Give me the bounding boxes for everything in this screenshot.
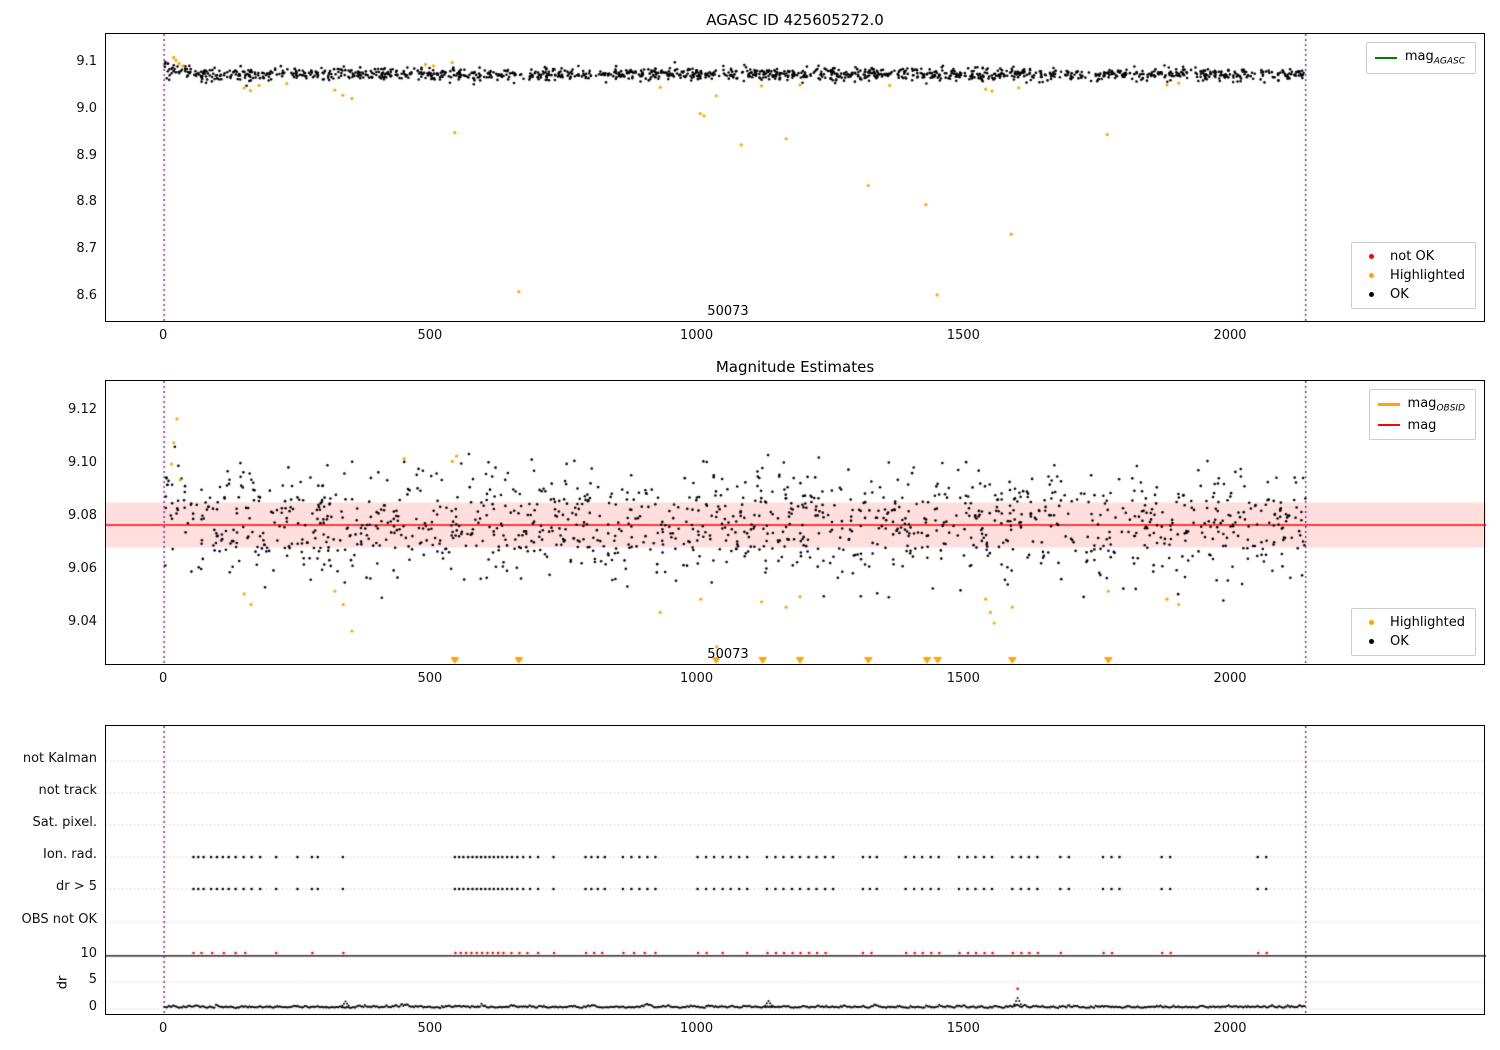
flags-dr-plot-canvas bbox=[106, 726, 1486, 1016]
y-tick-label: 9.12 bbox=[68, 401, 97, 417]
legend-line-swatch bbox=[1374, 56, 1397, 59]
legend-label: mag bbox=[1407, 417, 1437, 433]
legend-label: not OK bbox=[1390, 249, 1435, 264]
legend-dot-swatch bbox=[1368, 254, 1374, 259]
legend-swatch-box bbox=[1360, 273, 1382, 278]
dr-tick-label: 0 bbox=[88, 999, 97, 1015]
y-tick-label: 8.6 bbox=[76, 287, 97, 303]
legend-item: not OK bbox=[1360, 247, 1465, 266]
legend-label: Highlighted bbox=[1390, 268, 1465, 283]
flag-row-label: not Kalman bbox=[22, 751, 97, 767]
x-tick-label: 0 bbox=[159, 671, 168, 686]
legend-label: OK bbox=[1390, 634, 1409, 649]
agasc-mag-plot-canvas bbox=[106, 34, 1486, 323]
legend-item: OK bbox=[1360, 285, 1465, 304]
y-tick-label: 9.1 bbox=[76, 53, 97, 69]
x-tick-label: 500 bbox=[417, 1021, 443, 1036]
legend-label: Highlighted bbox=[1390, 615, 1465, 630]
legend-item: mag bbox=[1377, 416, 1465, 435]
y-tick-label: 8.9 bbox=[76, 147, 97, 163]
legend-mag-agasc: magAGASC bbox=[1365, 42, 1476, 74]
obsid-annotation-top: 50073 bbox=[707, 304, 749, 319]
legend-item: Highlighted bbox=[1360, 613, 1465, 632]
legend-item: magOBSID bbox=[1377, 394, 1465, 416]
dr-tick-label: 5 bbox=[88, 972, 97, 988]
legend-label: magOBSID bbox=[1407, 396, 1465, 414]
y-tick-label: 9.0 bbox=[76, 100, 97, 116]
legend-point-status-top: not OK Highlighted OK bbox=[1351, 242, 1476, 309]
x-tick-label: 1500 bbox=[946, 328, 980, 343]
magnitude-estimates-plot: 50073 magOBSID mag Highlighted OK bbox=[105, 380, 1486, 666]
magnitude-estimates-plot-canvas bbox=[106, 381, 1486, 666]
legend-line-swatch bbox=[1377, 424, 1400, 427]
y-tick-label: 8.7 bbox=[76, 241, 97, 257]
legend-point-status-middle: Highlighted OK bbox=[1351, 608, 1476, 656]
plot-title-agasc: AGASC ID 425605272.0 bbox=[706, 11, 884, 29]
legend-dot-swatch bbox=[1368, 292, 1374, 297]
legend-swatch-box bbox=[1360, 620, 1382, 625]
flag-row-label: OBS not OK bbox=[21, 912, 98, 928]
legend-swatch-box bbox=[1360, 639, 1382, 644]
legend-item: Highlighted bbox=[1360, 266, 1465, 285]
legend-label: OK bbox=[1390, 287, 1409, 302]
legend-label: magAGASC bbox=[1404, 49, 1465, 67]
legend-swatch-box bbox=[1360, 292, 1382, 297]
x-tick-label: 2000 bbox=[1213, 1021, 1247, 1036]
y-tick-label: 9.08 bbox=[68, 508, 97, 523]
flag-row-label: Sat. pixel. bbox=[32, 814, 97, 830]
y-tick-label: 9.06 bbox=[68, 561, 97, 577]
legend-dot-swatch bbox=[1368, 620, 1374, 625]
x-tick-label: 500 bbox=[417, 671, 443, 686]
legend-mag-obsid: magOBSID mag bbox=[1368, 389, 1476, 440]
legend-item: magAGASC bbox=[1374, 47, 1465, 69]
dr-tick-label: 10 bbox=[80, 945, 97, 961]
flag-row-label: dr > 5 bbox=[55, 878, 97, 894]
x-tick-label: 1500 bbox=[946, 671, 980, 686]
x-tick-label: 0 bbox=[159, 328, 168, 343]
y-tick-label: 8.8 bbox=[76, 194, 97, 210]
x-tick-label: 1000 bbox=[680, 671, 714, 686]
y-tick-label: 9.04 bbox=[68, 614, 97, 630]
obsid-annotation-middle: 50073 bbox=[707, 647, 749, 662]
legend-line-swatch bbox=[1377, 403, 1400, 407]
x-tick-label: 1000 bbox=[680, 1021, 714, 1036]
y-tick-label: 9.10 bbox=[68, 454, 97, 470]
x-tick-label: 1500 bbox=[946, 1021, 980, 1036]
legend-dot-swatch bbox=[1368, 639, 1374, 644]
flag-row-label: Ion. rad. bbox=[43, 847, 97, 863]
x-tick-label: 2000 bbox=[1213, 671, 1247, 686]
legend-item: OK bbox=[1360, 632, 1465, 651]
flags-dr-plot bbox=[105, 725, 1486, 1016]
flag-row-label: not track bbox=[38, 782, 97, 798]
legend-dot-swatch bbox=[1368, 273, 1374, 278]
x-tick-label: 500 bbox=[417, 328, 443, 343]
plot-title-magnitude-estimates: Magnitude Estimates bbox=[715, 358, 875, 376]
x-tick-label: 2000 bbox=[1213, 328, 1247, 343]
x-tick-label: 1000 bbox=[680, 328, 714, 343]
agasc-mag-plot: 50073 magAGASC not OK Highlighted OK bbox=[105, 33, 1486, 323]
legend-swatch-box bbox=[1360, 254, 1382, 259]
x-tick-label: 0 bbox=[159, 1021, 168, 1036]
